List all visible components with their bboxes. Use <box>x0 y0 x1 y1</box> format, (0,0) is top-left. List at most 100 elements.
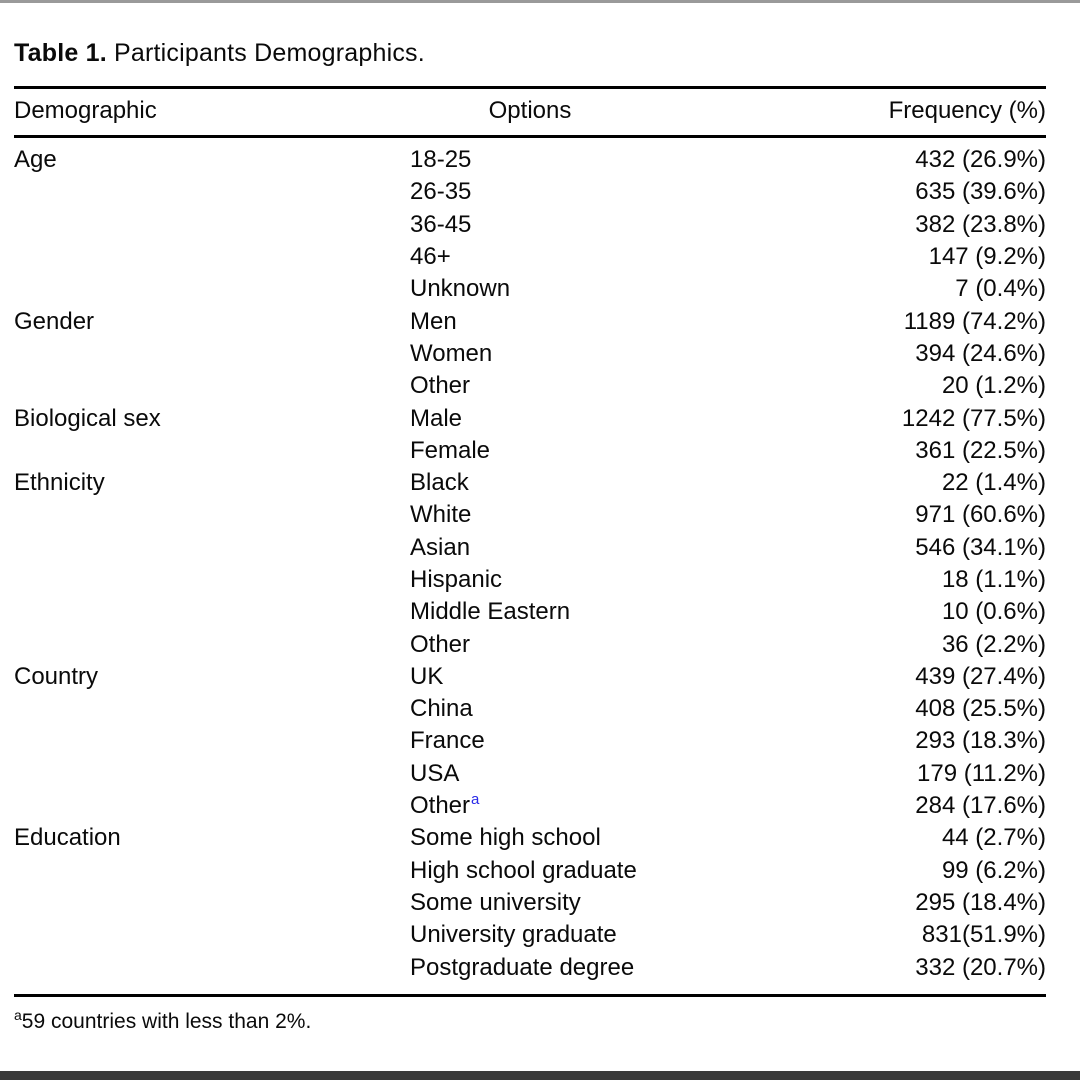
frequency-cell: 36 (2.2%) <box>941 630 1046 658</box>
frequency-cell: 432 (26.9%) <box>915 146 1046 174</box>
table-row: Other 36 (2.2%) <box>14 628 1046 660</box>
frequency-cell: 179 (11.2%) <box>917 759 1046 787</box>
frequency-cell: 7 (0.4%) <box>955 275 1046 303</box>
frequency-cell: 831(51.9%) <box>921 921 1046 949</box>
table-row: Hispanic 18 (1.1%) <box>14 564 1046 596</box>
table-row: Female 361 (22.5%) <box>14 435 1046 467</box>
table-row: Other 20 (1.2%) <box>14 370 1046 402</box>
table-header-row: Demographic Options Frequency (%) <box>14 86 1046 138</box>
option-cell: High school graduate <box>410 856 637 884</box>
frequency-cell: 1242 (77.5%) <box>901 404 1046 432</box>
table-row: Age 18-25 432 (26.9%) <box>14 144 1046 176</box>
demographic-cell: Biological sex <box>14 404 161 432</box>
demographic-cell: Ethnicity <box>14 469 105 497</box>
table-row: Postgraduate degree 332 (20.7%) <box>14 951 1046 983</box>
frequency-cell: 44 (2.7%) <box>941 824 1046 852</box>
table-caption-label: Table 1. <box>14 39 107 67</box>
option-cell: 36-45 <box>410 210 472 238</box>
table-footnote: a59 countries with less than 2%. <box>14 1006 1046 1035</box>
option-cell: Some university <box>410 888 581 916</box>
table-row: Unknown 7 (0.4%) <box>14 273 1046 305</box>
option-cell: Women <box>410 339 493 367</box>
table-row: Education Some high school 44 (2.7%) <box>14 822 1046 854</box>
table-row: 36-45 382 (23.8%) <box>14 209 1046 241</box>
option-cell: USA <box>410 759 460 787</box>
table-row: Country UK 439 (27.4%) <box>14 661 1046 693</box>
option-cell: France <box>410 727 485 755</box>
frequency-cell: 22 (1.4%) <box>941 469 1046 497</box>
table-body: Age 18-25 432 (26.9%) 26-35 635 (39.6%) 36-45… <box>14 138 1046 997</box>
option-cell: Hispanic <box>410 566 503 593</box>
table-row: Some university 295 (18.4%) <box>14 887 1046 919</box>
option-cell: Male <box>410 404 463 432</box>
demographic-cell: Education <box>14 824 121 852</box>
table-row: White 971 (60.6%) <box>14 499 1046 531</box>
table-row: 26-35 635 (39.6%) <box>14 176 1046 208</box>
option-cell: 46+ <box>410 243 451 271</box>
frequency-cell: 284 (17.6%) <box>915 792 1046 820</box>
table-row: USA 179 (11.2%) <box>14 758 1046 790</box>
footnote-marker: a <box>14 1006 22 1023</box>
option-cell: Some high school <box>410 824 601 852</box>
header-demographic: Demographic <box>14 97 157 124</box>
table-row: Ethnicity Black 22 (1.4%) <box>14 467 1046 499</box>
option-cell: UK <box>410 662 444 690</box>
table-row: Othera 284 (17.6%) <box>14 790 1046 822</box>
frequency-cell: 408 (25.5%) <box>915 695 1046 723</box>
option-cell: Asian <box>410 533 471 561</box>
frequency-cell: 332 (20.7%) <box>915 953 1046 981</box>
table-caption: Table 1. Participants Demographics. <box>14 0 1046 68</box>
frequency-cell: 18 (1.1%) <box>941 566 1046 593</box>
demographic-cell: Country <box>14 662 99 690</box>
frequency-cell: 546 (34.1%) <box>915 533 1046 561</box>
option-cell: University graduate <box>410 921 617 949</box>
demographic-cell: Gender <box>14 307 95 335</box>
option-cell: 26-35 <box>410 178 472 206</box>
top-border-line <box>0 0 1080 3</box>
option-cell: Middle Eastern <box>410 598 571 626</box>
table-row: 46+ 147 (9.2%) <box>14 241 1046 273</box>
frequency-cell: 295 (18.4%) <box>915 888 1046 916</box>
frequency-cell: 20 (1.2%) <box>941 372 1046 400</box>
option-cell: White <box>410 501 472 529</box>
frequency-cell: 99 (6.2%) <box>941 856 1046 884</box>
option-cell: Female <box>410 436 491 464</box>
option-cell: 18-25 <box>410 146 472 174</box>
table-row: Asian 546 (34.1%) <box>14 532 1046 564</box>
frequency-cell: 439 (27.4%) <box>915 662 1046 690</box>
demographic-cell: Age <box>14 146 57 174</box>
table-row: France 293 (18.3%) <box>14 725 1046 757</box>
option-cell: Other <box>410 630 471 658</box>
header-frequency: Frequency (%) <box>888 97 1046 124</box>
table-row: University graduate 831(51.9%) <box>14 919 1046 951</box>
frequency-cell: 293 (18.3%) <box>915 727 1046 755</box>
table-caption-text: Participants Demographics. <box>106 39 425 67</box>
frequency-cell: 635 (39.6%) <box>915 178 1046 206</box>
frequency-cell: 1189 (74.2%) <box>903 307 1046 335</box>
option-cell: China <box>410 695 473 723</box>
frequency-cell: 382 (23.8%) <box>915 210 1046 238</box>
option-cell: Othera <box>410 791 480 820</box>
option-cell: Men <box>410 307 457 335</box>
table-container: Table 1. Participants Demographics. Demo… <box>14 0 1046 1035</box>
frequency-cell: 971 (60.6%) <box>915 501 1046 529</box>
table-row: Biological sex Male 1242 (77.5%) <box>14 402 1046 434</box>
table-row: Women 394 (24.6%) <box>14 338 1046 370</box>
option-cell: Other <box>410 372 471 400</box>
header-options: Options <box>488 97 572 124</box>
bottom-page-bar <box>0 1071 1080 1080</box>
option-cell: Unknown <box>410 275 511 303</box>
frequency-cell: 361 (22.5%) <box>915 436 1046 464</box>
frequency-cell: 394 (24.6%) <box>915 339 1046 367</box>
table-row: Gender Men 1189 (74.2%) <box>14 305 1046 337</box>
footnote-text: 59 countries with less than 2%. <box>21 1009 312 1033</box>
frequency-cell: 147 (9.2%) <box>928 243 1046 271</box>
table-row: China 408 (25.5%) <box>14 693 1046 725</box>
footnote-marker-reference: a <box>471 791 480 809</box>
table-row: Middle Eastern 10 (0.6%) <box>14 596 1046 628</box>
table-row: High school graduate 99 (6.2%) <box>14 855 1046 887</box>
option-cell: Black <box>410 469 469 497</box>
option-cell: Postgraduate degree <box>410 953 635 981</box>
frequency-cell: 10 (0.6%) <box>941 598 1046 626</box>
